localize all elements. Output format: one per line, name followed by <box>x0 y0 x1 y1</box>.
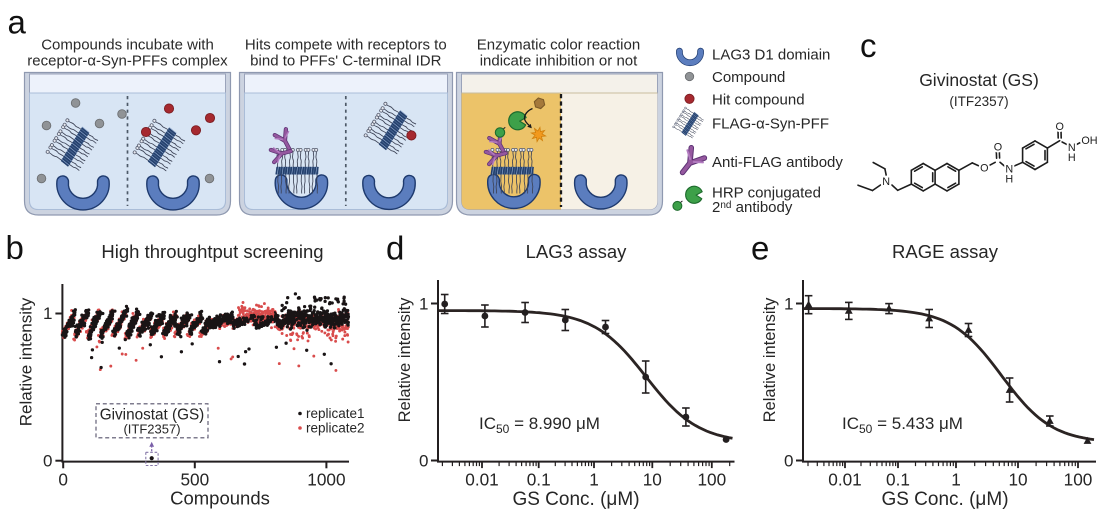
svg-text:RAGE assay: RAGE assay <box>892 241 999 262</box>
svg-text:d: d <box>386 230 404 267</box>
svg-text:Relative intensity: Relative intensity <box>396 297 414 422</box>
svg-text:bind to PFFs' C-terminal IDR: bind to PFFs' C-terminal IDR <box>250 53 441 70</box>
svg-text:replicate1: replicate1 <box>306 406 365 421</box>
svg-text:O: O <box>994 142 1002 154</box>
svg-text:indicate inhibition or not: indicate inhibition or not <box>480 53 638 70</box>
svg-text:N: N <box>1068 142 1076 154</box>
svg-text:O: O <box>1055 121 1063 133</box>
svg-text:High throughtput screening: High throughtput screening <box>101 241 323 262</box>
svg-text:Anti-FLAG antibody: Anti-FLAG antibody <box>712 154 843 171</box>
svg-text:1000: 1000 <box>307 470 345 490</box>
svg-text:Relative intensity: Relative intensity <box>761 297 779 422</box>
svg-text:10: 10 <box>643 470 662 490</box>
svg-text:LAG3 assay: LAG3 assay <box>526 241 628 262</box>
svg-text:1: 1 <box>784 294 793 313</box>
svg-text:100: 100 <box>1064 470 1093 490</box>
svg-text:0: 0 <box>784 451 793 470</box>
svg-text:500: 500 <box>180 470 209 490</box>
svg-text:c: c <box>860 27 877 64</box>
svg-text:0.1: 0.1 <box>886 470 910 490</box>
svg-text:0: 0 <box>58 470 68 490</box>
svg-text:1: 1 <box>589 470 599 490</box>
svg-text:Hits compete with receptors to: Hits compete with receptors to <box>245 36 447 53</box>
svg-text:N: N <box>1005 164 1013 176</box>
svg-text:0: 0 <box>419 451 428 470</box>
svg-text:IC50 = 8.990 μM: IC50 = 8.990 μM <box>479 414 600 436</box>
svg-text:Compounds: Compounds <box>170 488 270 509</box>
svg-text:Givinostat (GS): Givinostat (GS) <box>100 407 205 424</box>
svg-text:FLAG-α-Syn-PFF: FLAG-α-Syn-PFF <box>712 116 829 133</box>
svg-text:N: N <box>882 176 890 188</box>
svg-text:O: O <box>980 163 988 175</box>
svg-text:100: 100 <box>697 470 726 490</box>
svg-text:OH: OH <box>1081 135 1097 147</box>
svg-text:2nd antibody: 2nd antibody <box>712 199 793 216</box>
svg-text:1: 1 <box>419 294 428 313</box>
svg-text:Relative intensity: Relative intensity <box>17 297 36 426</box>
svg-text:0.1: 0.1 <box>527 470 551 490</box>
svg-text:0.01: 0.01 <box>828 470 861 490</box>
svg-text:1: 1 <box>951 470 961 490</box>
svg-text:HRP conjugated: HRP conjugated <box>712 185 821 202</box>
svg-text:b: b <box>6 229 24 266</box>
svg-text:10: 10 <box>1008 470 1027 490</box>
svg-text:receptor-α-Syn-PFFs complex: receptor-α-Syn-PFFs complex <box>27 53 228 70</box>
svg-text:e: e <box>751 230 769 267</box>
svg-text:Givinostat (GS): Givinostat (GS) <box>919 70 1039 90</box>
svg-text:a: a <box>8 4 27 41</box>
svg-text:Hit compound: Hit compound <box>712 91 805 108</box>
svg-text:IC50 = 5.433 μM: IC50 = 5.433 μM <box>842 414 963 436</box>
svg-text:Enzymatic color reaction: Enzymatic color reaction <box>477 36 640 53</box>
svg-text:replicate2: replicate2 <box>306 421 365 436</box>
svg-text:Compounds incubate with: Compounds incubate with <box>41 36 214 53</box>
svg-text:Compound: Compound <box>712 69 785 86</box>
svg-text:0.01: 0.01 <box>465 470 498 490</box>
svg-text:0: 0 <box>43 452 52 471</box>
svg-text:(ITF2357): (ITF2357) <box>123 421 180 436</box>
svg-text:(ITF2357): (ITF2357) <box>949 94 1008 109</box>
svg-text:GS Conc. (μM): GS Conc. (μM) <box>512 489 639 510</box>
svg-text:GS Conc. (μM): GS Conc. (μM) <box>881 489 1008 510</box>
svg-text:1: 1 <box>43 304 52 323</box>
svg-text:H: H <box>1068 152 1076 164</box>
svg-text:LAG3 D1 domiain: LAG3 D1 domiain <box>712 47 830 64</box>
svg-text:H: H <box>1005 174 1013 186</box>
